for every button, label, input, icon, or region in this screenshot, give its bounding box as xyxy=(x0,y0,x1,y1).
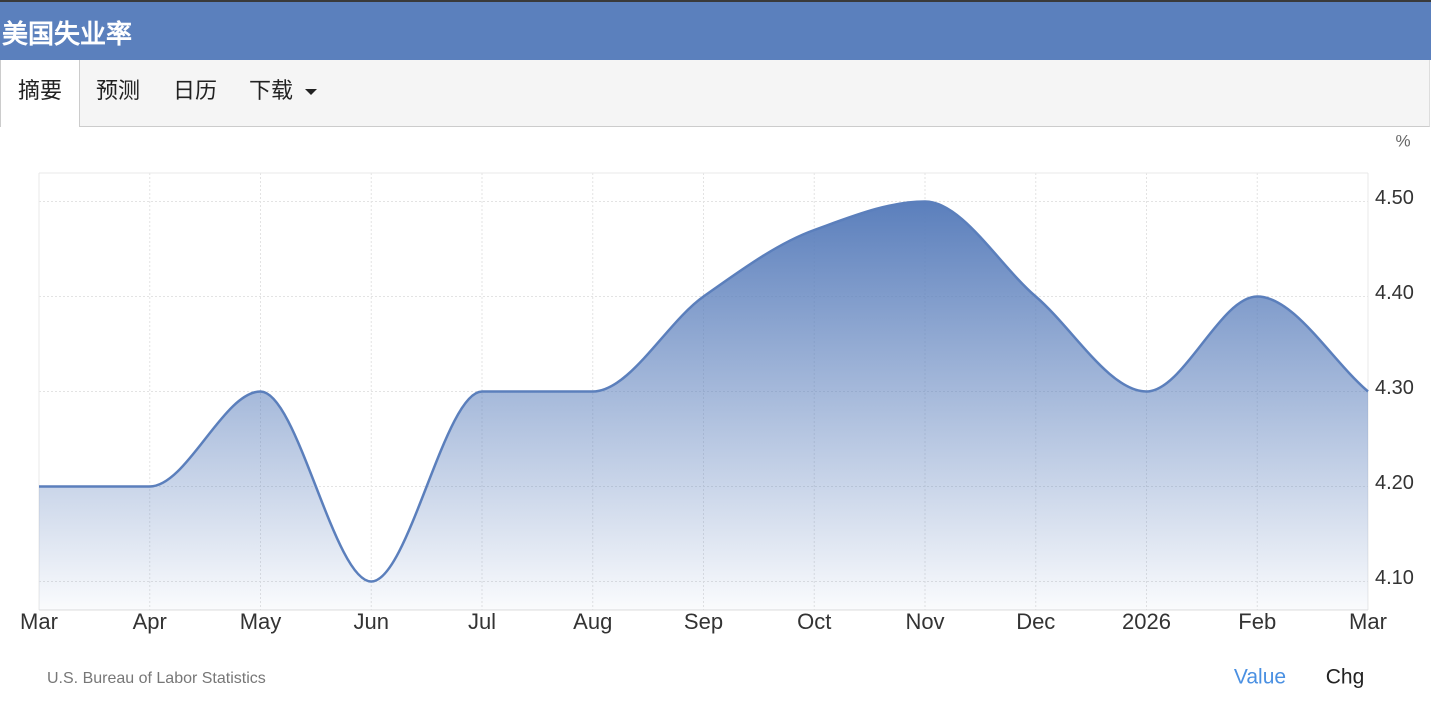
x-tick-label: Dec xyxy=(1016,609,1055,634)
x-tick-label: Mar xyxy=(1349,609,1387,634)
x-tick-label: 2026 xyxy=(1122,609,1171,634)
dropdown-caret xyxy=(305,89,318,95)
x-tick-label: May xyxy=(240,609,282,634)
line xyxy=(39,200,1369,583)
tab[interactable]: 预测 xyxy=(96,79,141,104)
y-unit: % xyxy=(1395,131,1410,150)
y-tick-label: 4.10 xyxy=(1375,567,1414,589)
x-tick-label: Jul xyxy=(468,609,496,634)
x-tick-label: Apr xyxy=(133,609,167,634)
x-tick-label: Aug xyxy=(573,609,612,634)
header: 美国失业率 xyxy=(0,0,1431,60)
x-tick-label: Oct xyxy=(797,609,831,634)
y-tick-label: 4.20 xyxy=(1375,472,1414,494)
y-tick-label: 4.30 xyxy=(1375,377,1414,399)
area-fill xyxy=(39,201,1368,610)
x-tick-label: Jun xyxy=(354,609,389,634)
x-tick-label: Mar xyxy=(20,609,58,634)
y-tick-label: 4.50 xyxy=(1375,187,1414,209)
page-title: 美国失业率 xyxy=(2,20,133,50)
y-tick-label: 4.40 xyxy=(1375,282,1414,304)
tab[interactable]: 下载 xyxy=(249,60,318,126)
tab[interactable]: 日历 xyxy=(173,79,218,104)
x-tick-label: Feb xyxy=(1238,609,1276,634)
tab-bar: 摘要 预测 日历 下载 xyxy=(0,60,1430,127)
tab-label[interactable]: 下载 xyxy=(249,79,294,104)
toggle-chg[interactable]: Chg xyxy=(1326,666,1365,689)
x-tick-label: Sep xyxy=(684,609,723,634)
source: U.S. Bureau of Labor Statistics xyxy=(47,670,266,687)
toggle-value[interactable]: Value xyxy=(1234,666,1286,689)
tab[interactable]: 摘要 xyxy=(0,60,80,127)
x-tick-label: Nov xyxy=(905,609,944,634)
